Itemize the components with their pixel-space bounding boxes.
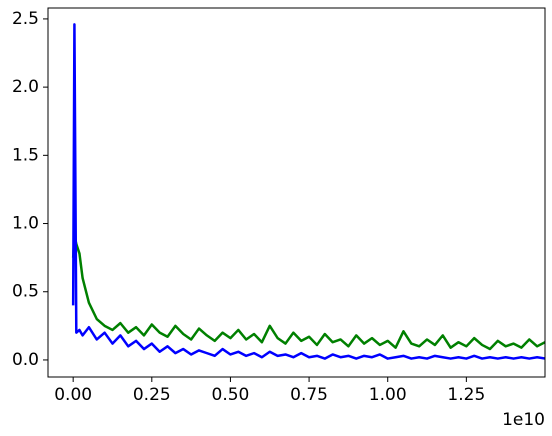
series-line xyxy=(71,23,545,360)
x-tick-label: 1.00 xyxy=(369,385,407,405)
y-tick-label: 0.0 xyxy=(12,350,39,370)
x-tick-label: 0.00 xyxy=(54,385,92,405)
plot-frame xyxy=(47,7,546,378)
x-tick-label: 0.25 xyxy=(133,385,171,405)
series-line xyxy=(71,233,545,351)
plot-lines xyxy=(71,23,545,360)
x-offset-label: 1e10 xyxy=(502,410,545,430)
y-tick-label: 2.5 xyxy=(12,9,39,29)
y-tick-label: 1.0 xyxy=(12,214,39,234)
y-tick-label: 2.0 xyxy=(12,77,39,97)
x-tick-label: 1.25 xyxy=(447,385,485,405)
x-tick-label: 0.50 xyxy=(212,385,250,405)
y-tick-label: 0.5 xyxy=(12,282,39,302)
x-tick-label: 0.75 xyxy=(290,385,328,405)
y-tick-label: 1.5 xyxy=(12,145,39,165)
